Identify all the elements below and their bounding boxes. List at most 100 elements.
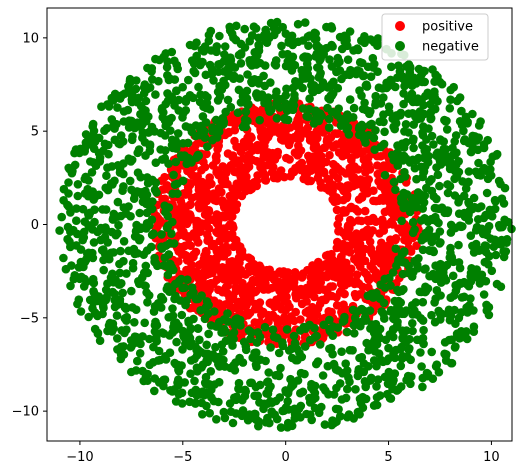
data-point <box>255 115 264 125</box>
data-point <box>130 232 140 241</box>
data-point <box>409 134 418 144</box>
data-point <box>354 216 363 225</box>
data-point <box>497 194 507 203</box>
data-point <box>345 163 355 173</box>
data-point <box>305 393 314 403</box>
data-point <box>98 205 107 214</box>
data-point <box>300 18 310 27</box>
data-point <box>273 333 282 343</box>
data-point <box>332 205 342 215</box>
data-point <box>203 93 212 102</box>
data-point <box>251 267 260 277</box>
data-point <box>214 285 223 295</box>
data-point <box>272 87 281 96</box>
data-point <box>440 208 450 218</box>
data-point <box>450 343 460 352</box>
data-point <box>135 208 144 218</box>
data-point <box>384 107 394 117</box>
data-point <box>343 222 353 231</box>
data-point <box>269 173 279 183</box>
data-point <box>241 122 250 132</box>
data-point <box>398 269 408 279</box>
data-point <box>414 254 423 263</box>
data-point <box>194 219 203 228</box>
data-point <box>325 95 335 104</box>
data-point <box>354 279 364 289</box>
data-point <box>78 235 87 245</box>
data-point <box>170 180 180 189</box>
data-point <box>184 318 193 328</box>
data-point <box>360 38 369 48</box>
data-point <box>214 60 223 69</box>
y-tick-label: 0 <box>31 218 39 233</box>
data-point <box>196 284 205 294</box>
data-point <box>342 33 351 42</box>
data-point <box>98 299 108 309</box>
data-point <box>456 222 466 232</box>
data-point <box>200 314 210 324</box>
data-point <box>164 117 174 127</box>
data-point <box>379 298 389 308</box>
data-point <box>307 379 316 389</box>
data-point <box>336 182 346 191</box>
data-point <box>316 52 325 61</box>
data-point <box>180 189 190 198</box>
data-point <box>255 398 264 407</box>
data-point <box>251 107 261 117</box>
data-point <box>199 267 209 277</box>
data-point <box>443 309 453 319</box>
data-point <box>115 259 124 269</box>
data-point <box>284 346 294 355</box>
data-point <box>350 289 360 299</box>
data-point <box>229 74 238 83</box>
data-point <box>84 176 93 185</box>
data-point <box>430 298 439 307</box>
data-point <box>418 297 428 307</box>
data-point <box>138 197 148 207</box>
data-point <box>446 293 456 303</box>
data-point <box>177 250 187 259</box>
data-point <box>421 282 430 292</box>
data-point <box>192 363 202 373</box>
data-point <box>341 150 351 159</box>
data-point <box>427 175 436 184</box>
data-point <box>484 302 494 312</box>
data-point <box>346 203 355 213</box>
data-point <box>170 294 179 304</box>
data-point <box>183 275 192 285</box>
data-point <box>177 199 186 209</box>
data-point <box>143 376 152 386</box>
data-point <box>202 248 211 257</box>
data-point <box>84 136 93 145</box>
data-point <box>315 340 325 349</box>
data-point <box>223 95 233 105</box>
data-point <box>455 334 464 343</box>
data-point <box>387 217 396 226</box>
data-point <box>183 138 193 148</box>
data-point <box>357 352 367 362</box>
data-point <box>221 282 231 292</box>
data-point <box>345 230 354 239</box>
data-point <box>205 408 214 418</box>
data-point <box>447 335 457 345</box>
data-point <box>396 108 406 118</box>
data-point <box>263 413 272 423</box>
data-point <box>157 292 166 302</box>
data-point <box>241 107 251 117</box>
data-point <box>143 298 152 307</box>
data-point <box>150 257 159 267</box>
data-point <box>399 247 409 256</box>
data-point <box>461 184 471 193</box>
y-tick-label: 5 <box>31 125 39 140</box>
data-point <box>294 112 304 121</box>
data-point <box>104 102 114 111</box>
data-point <box>110 302 120 312</box>
data-point <box>388 378 398 387</box>
data-point <box>252 362 261 372</box>
data-point <box>155 355 165 365</box>
data-point <box>148 197 157 206</box>
data-point <box>243 133 252 142</box>
data-point <box>228 221 237 230</box>
data-point <box>118 288 127 298</box>
data-point <box>457 119 467 128</box>
